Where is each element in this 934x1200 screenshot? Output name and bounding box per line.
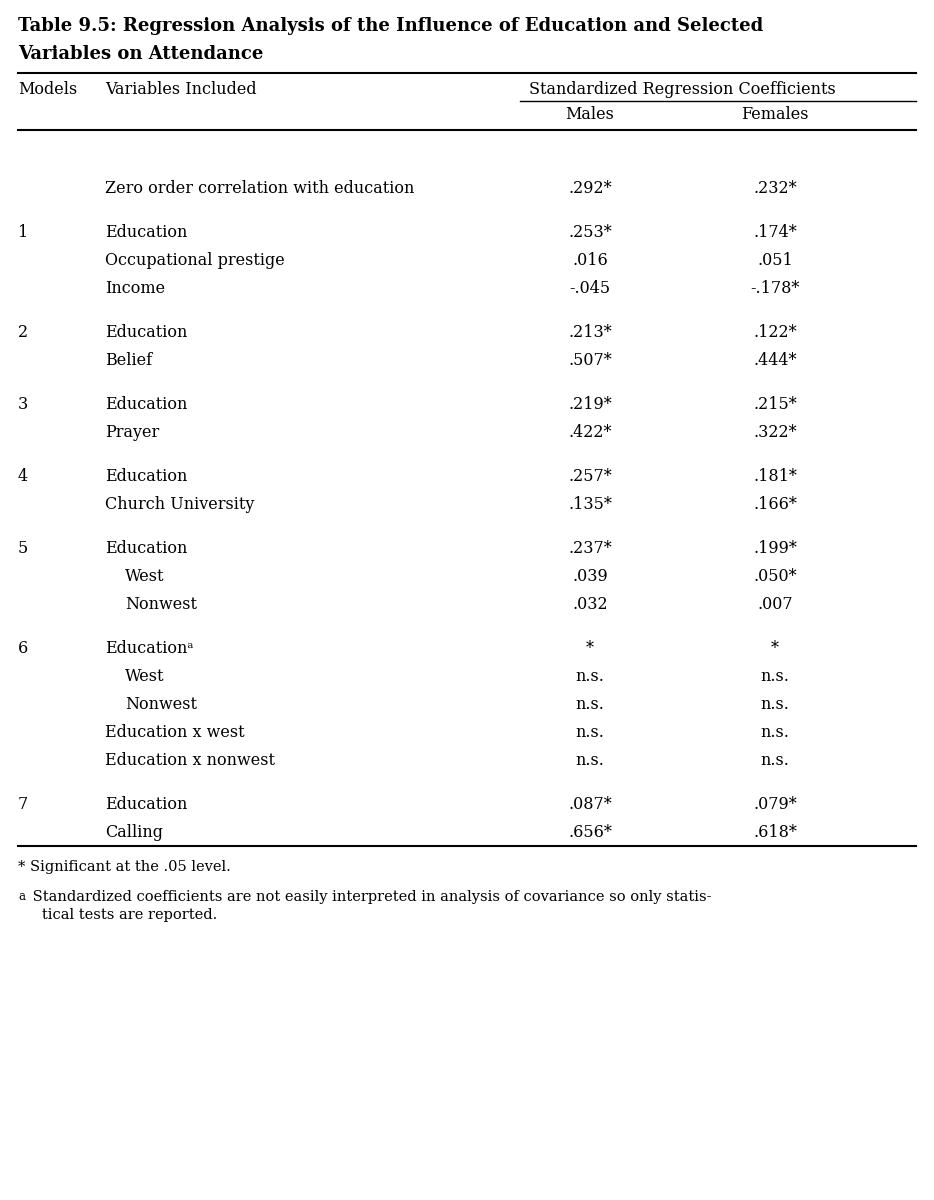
Text: -.178*: -.178*	[750, 280, 800, 296]
Text: Education: Education	[105, 796, 188, 814]
Text: Education: Education	[105, 468, 188, 485]
Text: n.s.: n.s.	[760, 696, 789, 713]
Text: .422*: .422*	[568, 424, 612, 440]
Text: .199*: .199*	[753, 540, 797, 557]
Text: .007: .007	[757, 596, 793, 613]
Text: 6: 6	[18, 640, 28, 658]
Text: n.s.: n.s.	[760, 752, 789, 769]
Text: 7: 7	[18, 796, 28, 814]
Text: Prayer: Prayer	[105, 424, 160, 440]
Text: .507*: .507*	[568, 352, 612, 370]
Text: .215*: .215*	[753, 396, 797, 413]
Text: Education: Education	[105, 396, 188, 413]
Text: Models: Models	[18, 80, 78, 98]
Text: Females: Females	[742, 106, 809, 122]
Text: .237*: .237*	[568, 540, 612, 557]
Text: Education x nonwest: Education x nonwest	[105, 752, 275, 769]
Text: Nonwest: Nonwest	[125, 596, 197, 613]
Text: Educationᵃ: Educationᵃ	[105, 640, 193, 658]
Text: Occupational prestige: Occupational prestige	[105, 252, 285, 269]
Text: n.s.: n.s.	[575, 724, 604, 740]
Text: .079*: .079*	[753, 796, 797, 814]
Text: 3: 3	[18, 396, 28, 413]
Text: .292*: .292*	[568, 180, 612, 197]
Text: .039: .039	[573, 568, 608, 584]
Text: .213*: .213*	[568, 324, 612, 341]
Text: Education: Education	[105, 224, 188, 241]
Text: 5: 5	[18, 540, 28, 557]
Text: a: a	[18, 890, 25, 902]
Text: Nonwest: Nonwest	[125, 696, 197, 713]
Text: Males: Males	[566, 106, 615, 122]
Text: .050*: .050*	[753, 568, 797, 584]
Text: .656*: .656*	[568, 824, 612, 841]
Text: .135*: .135*	[568, 496, 612, 514]
Text: 2: 2	[18, 324, 28, 341]
Text: n.s.: n.s.	[575, 668, 604, 685]
Text: .016: .016	[573, 252, 608, 269]
Text: .444*: .444*	[753, 352, 797, 370]
Text: 1: 1	[18, 224, 28, 241]
Text: West: West	[125, 668, 164, 685]
Text: .122*: .122*	[753, 324, 797, 341]
Text: * Significant at the .05 level.: * Significant at the .05 level.	[18, 860, 231, 874]
Text: .219*: .219*	[568, 396, 612, 413]
Text: Education: Education	[105, 540, 188, 557]
Text: Variables on Attendance: Variables on Attendance	[18, 44, 263, 62]
Text: Calling: Calling	[105, 824, 163, 841]
Text: 4: 4	[18, 468, 28, 485]
Text: n.s.: n.s.	[760, 668, 789, 685]
Text: Income: Income	[105, 280, 165, 296]
Text: *: *	[586, 640, 594, 658]
Text: West: West	[125, 568, 164, 584]
Text: Zero order correlation with education: Zero order correlation with education	[105, 180, 415, 197]
Text: .032: .032	[573, 596, 608, 613]
Text: .166*: .166*	[753, 496, 797, 514]
Text: tical tests are reported.: tical tests are reported.	[28, 908, 218, 922]
Text: Church University: Church University	[105, 496, 254, 514]
Text: .051: .051	[757, 252, 793, 269]
Text: Standardized Regression Coefficients: Standardized Regression Coefficients	[530, 80, 836, 98]
Text: .618*: .618*	[753, 824, 797, 841]
Text: n.s.: n.s.	[575, 696, 604, 713]
Text: .257*: .257*	[568, 468, 612, 485]
Text: Education x west: Education x west	[105, 724, 245, 740]
Text: Variables Included: Variables Included	[105, 80, 257, 98]
Text: n.s.: n.s.	[760, 724, 789, 740]
Text: .322*: .322*	[753, 424, 797, 440]
Text: Standardized coefficients are not easily interpreted in analysis of covariance s: Standardized coefficients are not easily…	[28, 890, 712, 904]
Text: .087*: .087*	[568, 796, 612, 814]
Text: .181*: .181*	[753, 468, 797, 485]
Text: Table 9.5: Regression Analysis of the Influence of Education and Selected: Table 9.5: Regression Analysis of the In…	[18, 17, 763, 35]
Text: Belief: Belief	[105, 352, 152, 370]
Text: n.s.: n.s.	[575, 752, 604, 769]
Text: *: *	[771, 640, 779, 658]
Text: Education: Education	[105, 324, 188, 341]
Text: .174*: .174*	[753, 224, 797, 241]
Text: .253*: .253*	[568, 224, 612, 241]
Text: -.045: -.045	[570, 280, 611, 296]
Text: .232*: .232*	[753, 180, 797, 197]
